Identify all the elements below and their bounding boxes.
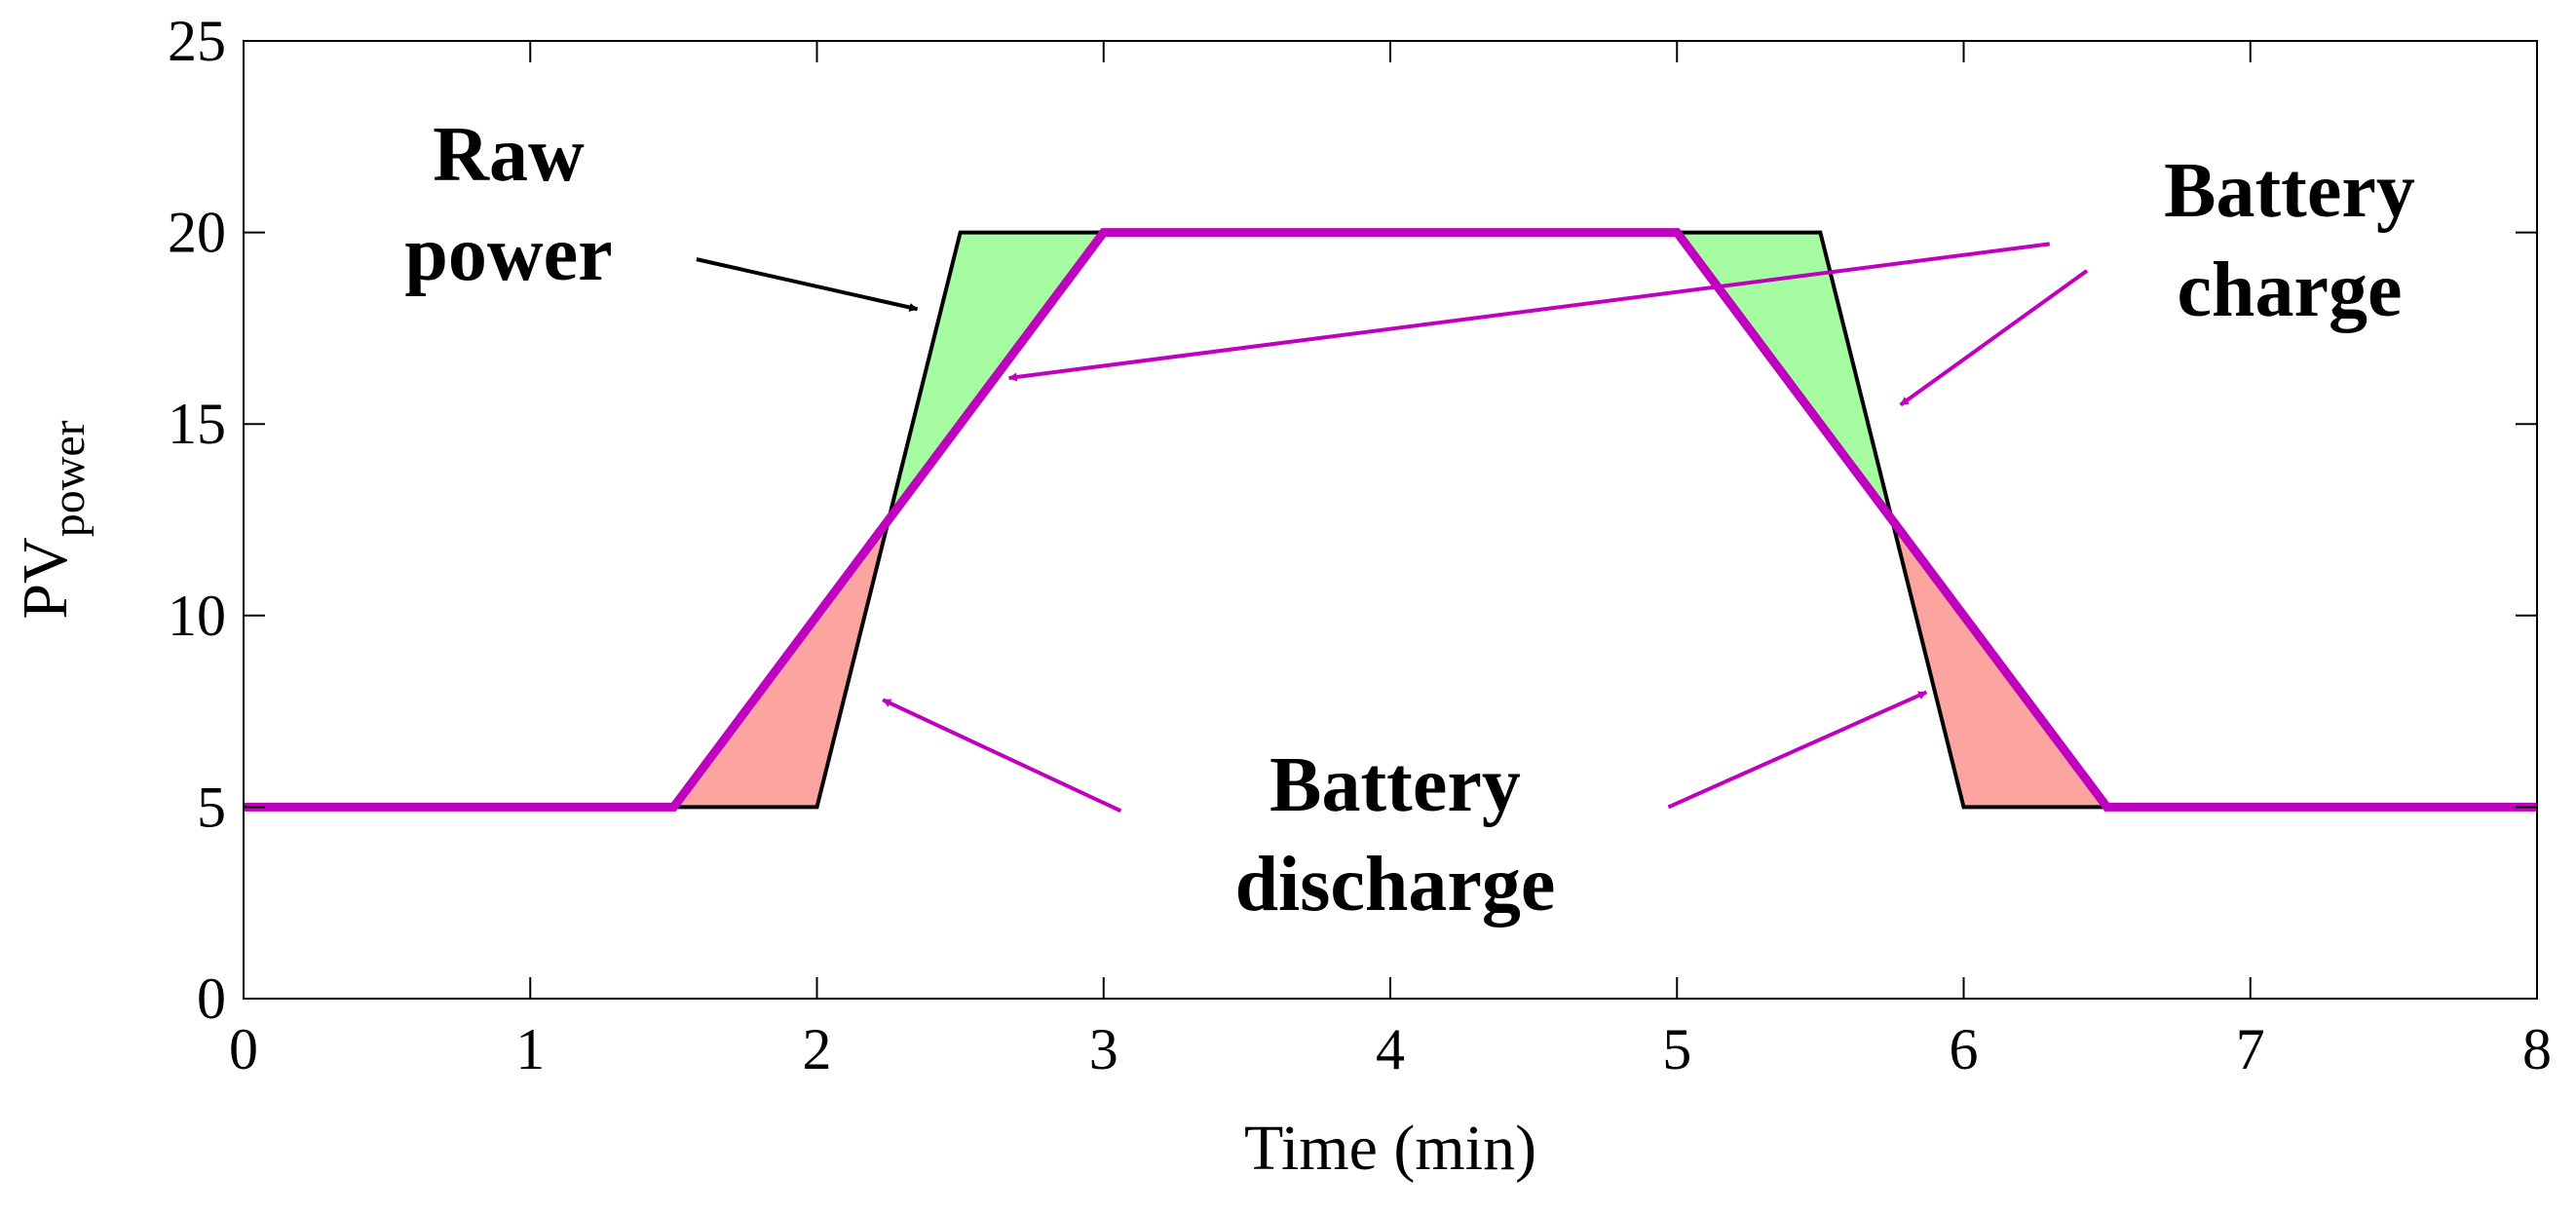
series-lines (244, 228, 2537, 812)
annotation-line: discharge (1235, 842, 1556, 928)
annotation-line: power (404, 211, 612, 297)
x-tick-label: 7 (2236, 1017, 2265, 1081)
x-tick-label: 8 (2522, 1017, 2552, 1081)
x-tick-label: 2 (803, 1017, 832, 1081)
annotation-arrow-3-2 (1667, 690, 1928, 810)
y-tick-label: 15 (168, 392, 226, 456)
y-tick-label: 10 (168, 584, 226, 648)
annotation-arrow-2-2 (1899, 269, 2089, 407)
annotation-labels: Raw power Battery charge Battery discharge (404, 112, 2414, 928)
annotation-arrow-3-1 (882, 698, 1122, 814)
x-tick-label: 3 (1089, 1017, 1118, 1081)
annotation-label-1: Raw power (404, 112, 612, 297)
y-axis-label-main: PV (10, 537, 81, 619)
annotation-arrow-2-1 (1007, 242, 2051, 382)
annotation-arrows (696, 242, 2089, 814)
x-tick-label: 6 (1950, 1017, 1979, 1081)
y-tick-label: 5 (197, 775, 226, 839)
annotation-label-3: Battery discharge (1235, 742, 1556, 928)
y-axis-label: PVpower (10, 420, 95, 619)
annotation-line: Battery (2164, 148, 2415, 234)
smoothed-power-line (244, 228, 2537, 812)
annotation-line: Battery (1269, 742, 1521, 828)
axis-ticks: 0 1 2 3 4 5 6 7 8 0 5 10 15 20 25 (168, 9, 2552, 1081)
annotation-arrow-1-1 (696, 257, 919, 312)
y-tick-label: 20 (168, 201, 226, 265)
annotation-line: charge (2177, 247, 2402, 333)
x-tick-label: 1 (515, 1017, 545, 1081)
x-tick-label: 4 (1376, 1017, 1405, 1081)
x-tick-label: 0 (229, 1017, 258, 1081)
x-tick-label: 5 (1662, 1017, 1691, 1081)
annotation-line: Raw (433, 112, 585, 198)
annotation-label-2: Battery charge (2164, 148, 2415, 333)
y-tick-label: 0 (197, 966, 226, 1031)
y-tick-label: 25 (168, 9, 226, 73)
x-axis-label: Time (min) (1244, 1113, 1536, 1184)
y-axis-label-subscript: power (43, 420, 95, 537)
